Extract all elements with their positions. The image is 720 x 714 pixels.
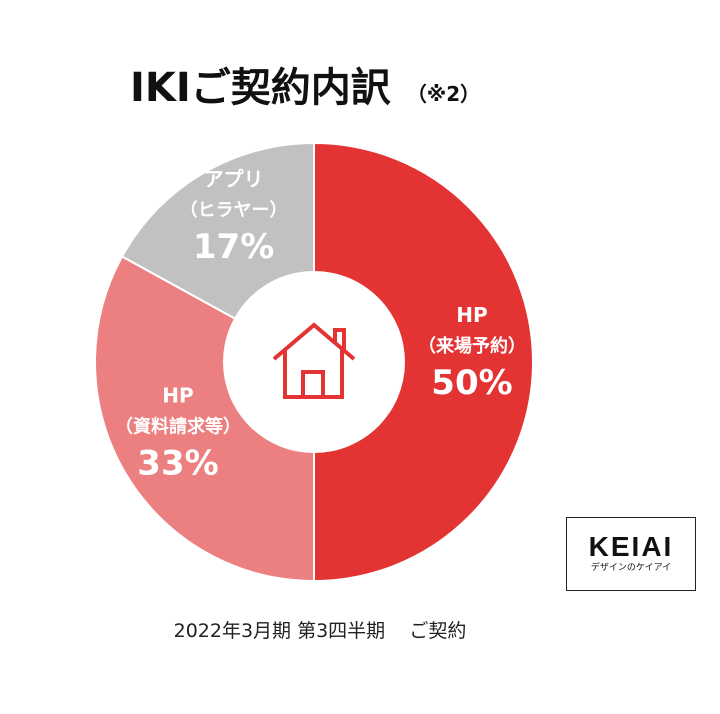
logo-wordmark: KEIAI [588,531,674,562]
caption-period: 2022年3月期 第3四半期 [173,620,386,642]
slice-label-name-1: HP [162,383,193,407]
house-icon [272,322,356,399]
keiai-logo: KEIAI デザインのケイアイ [566,517,696,591]
slice-label-pct-2: 17% [193,227,274,267]
slice-label-sub-0: （来場予約） [418,335,526,357]
title-note: （※2） [406,82,481,106]
chart-title: IKIご契約内訳 [130,65,391,111]
donut-hole [223,271,405,453]
slice-label-pct-0: 50% [431,363,512,403]
slice-labels: HP （来場予約） 50% HP （資料請求等） 33% アプリ （ヒラヤー） 17% [115,167,526,483]
slice-label-sub-2: （ヒラヤー） [180,200,288,221]
chart-title-block: IKIご契約内訳 （※2） [130,55,480,115]
slice-label-sub-1: （資料請求等） [115,415,241,437]
slice-label-name-2: アプリ [204,167,264,191]
caption-label: ご契約 [409,620,467,642]
slice-label-pct-1: 33% [137,443,218,483]
caption: 2022年3月期 第3四半期 ご契約 [0,616,640,643]
slice-label-name-0: HP [456,303,487,327]
logo-tagline: デザインのケイアイ [590,563,672,573]
pie-slice-0 [313,141,534,583]
